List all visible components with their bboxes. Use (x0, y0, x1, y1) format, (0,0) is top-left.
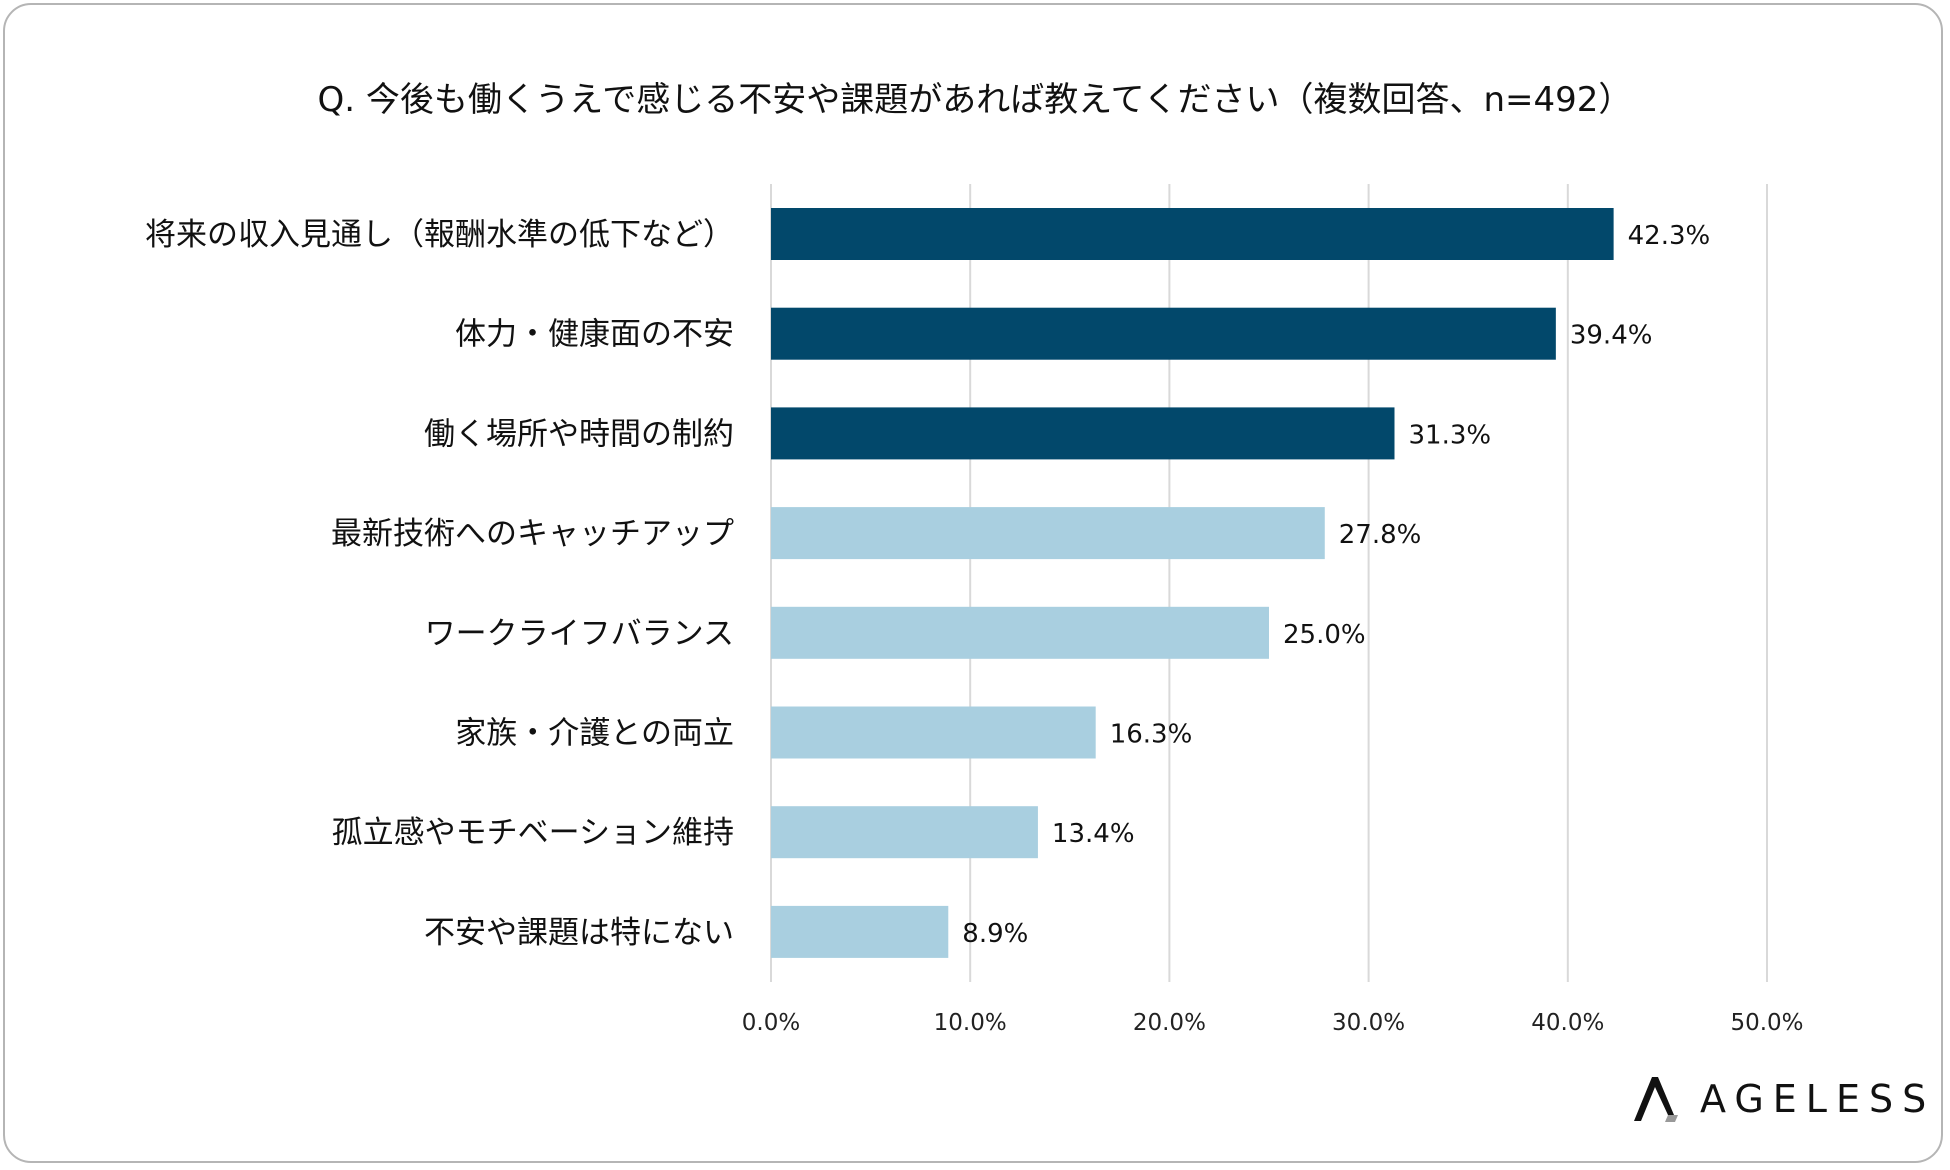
chart-title: Q. 今後も働くうえで感じる不安や課題があれば教えてください（複数回答、n=49… (317, 80, 1633, 120)
data-label: 39.4% (1570, 321, 1653, 351)
data-label: 31.3% (1408, 420, 1491, 450)
bar (771, 407, 1395, 460)
ageless-logo-icon (1634, 1077, 1678, 1122)
x-tick-label: 30.0% (1332, 1010, 1405, 1036)
chart-frame (3, 3, 1943, 1163)
bar (771, 507, 1325, 560)
category-label: 孤立感やモチベーション維持 (332, 815, 734, 851)
bar (771, 706, 1096, 759)
data-label: 8.9% (962, 919, 1028, 949)
data-label: 16.3% (1110, 720, 1193, 750)
ageless-logo: AGELESS (1630, 1075, 1935, 1123)
x-tick-label: 40.0% (1531, 1010, 1604, 1036)
category-label: ワークライフバランス (425, 616, 734, 652)
bar (771, 806, 1038, 859)
x-tick-label: 20.0% (1133, 1010, 1206, 1036)
category-label: 体力・健康面の不安 (455, 317, 734, 353)
category-label: 家族・介護との両立 (455, 716, 734, 752)
data-label: 25.0% (1283, 620, 1366, 650)
bar (771, 905, 949, 958)
data-label: 27.8% (1339, 520, 1422, 550)
x-tick-label: 50.0% (1730, 1010, 1803, 1036)
bar (771, 208, 1614, 260)
category-label: 将来の収入見通し（報酬水準の低下など） (145, 217, 734, 253)
bar (771, 606, 1269, 659)
category-label: 最新技術へのキャッチアップ (331, 516, 734, 552)
bar (771, 307, 1556, 360)
data-label: 13.4% (1052, 819, 1135, 849)
logo-text: AGELESS (1700, 1077, 1936, 1121)
x-tick-label: 10.0% (934, 1010, 1007, 1036)
data-label: 42.3% (1628, 221, 1711, 251)
x-tick-label: 0.0% (742, 1010, 800, 1036)
category-label: 働く場所や時間の制約 (424, 416, 734, 452)
category-label: 不安や課題は特にない (424, 915, 734, 951)
